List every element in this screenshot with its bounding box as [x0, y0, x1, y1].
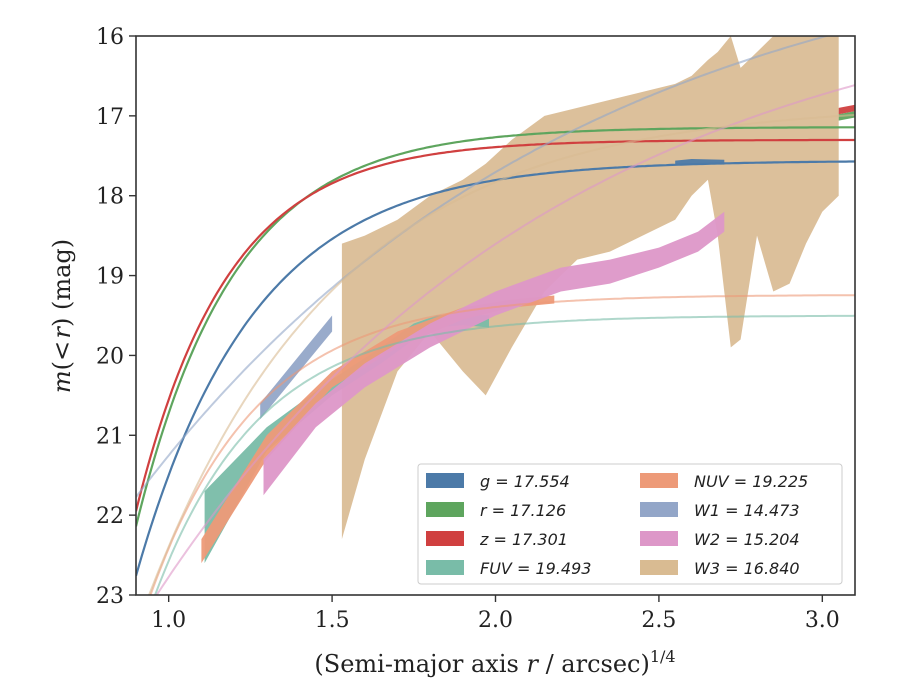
band-z	[838, 104, 855, 115]
legend-swatch-fuv	[426, 560, 464, 575]
legend-swatch-nuv	[640, 473, 678, 488]
curve-g	[136, 160, 855, 577]
legend-swatch-w1	[640, 502, 678, 517]
band-w1	[260, 315, 333, 420]
curve-r	[136, 126, 855, 527]
y-tick-label: 17	[96, 105, 124, 130]
legend-label-g: g = 17.554	[480, 472, 570, 491]
curve-w2	[155, 84, 855, 595]
x-tick-label: 1.0	[151, 608, 186, 633]
legend-label-z: z = 17.301	[479, 530, 568, 549]
legend-label-fuv: FUV = 19.493	[480, 559, 591, 578]
curve-z	[136, 138, 855, 512]
x-tick-label: 3.0	[805, 608, 840, 633]
y-tick-label: 20	[96, 344, 124, 369]
legend-entries: g = 17.554 r = 17.126 z = 17.301 FUV = 19.4…	[426, 472, 808, 578]
legend-swatch-z	[426, 531, 464, 546]
legend-swatch-g	[426, 473, 464, 488]
band-w2	[263, 211, 725, 496]
y-tick-label: 18	[96, 185, 124, 210]
legend-label-w2: W2 = 15.204	[694, 530, 800, 549]
y-tick-label: 16	[96, 25, 124, 50]
curve-w1	[136, 36, 831, 498]
legend-swatch-w3	[640, 560, 678, 575]
legend-label-nuv: NUV = 19.225	[694, 472, 808, 491]
y-tick-label: 21	[96, 424, 124, 449]
y-axis-title: m(< r) (mag)	[48, 239, 76, 393]
legend-swatch-r	[426, 502, 464, 517]
x-axis-title: (Semi-major axis r / arcsec)1/4	[314, 647, 675, 678]
curve-nuv	[149, 294, 855, 595]
legend-label-r: r = 17.126	[480, 501, 566, 520]
x-tick-label: 2.0	[478, 608, 513, 633]
band-fuv	[204, 313, 489, 564]
y-tick-label: 19	[96, 265, 124, 290]
y-tick-label: 22	[96, 504, 124, 529]
curve-fuv	[154, 314, 855, 595]
legend-swatch-w2	[640, 531, 678, 546]
x-tick-label: 1.5	[315, 608, 350, 633]
legend-label-w1: W1 = 14.473	[694, 501, 800, 520]
legend-box	[417, 463, 843, 585]
axis-ticks: 1.0 1.5 2.0 2.5 3.0 16 17 18 19 20 21 22 23	[96, 25, 840, 633]
x-tick-label: 2.5	[641, 608, 676, 633]
plot-area	[136, 36, 855, 595]
y-tick-label: 23	[96, 584, 124, 609]
curve-w3	[148, 114, 855, 595]
legend-label-w3: W3 = 16.840	[694, 559, 800, 578]
legend: g = 17.554 r = 17.126 z = 17.301 FUV = 19.4…	[417, 463, 843, 585]
